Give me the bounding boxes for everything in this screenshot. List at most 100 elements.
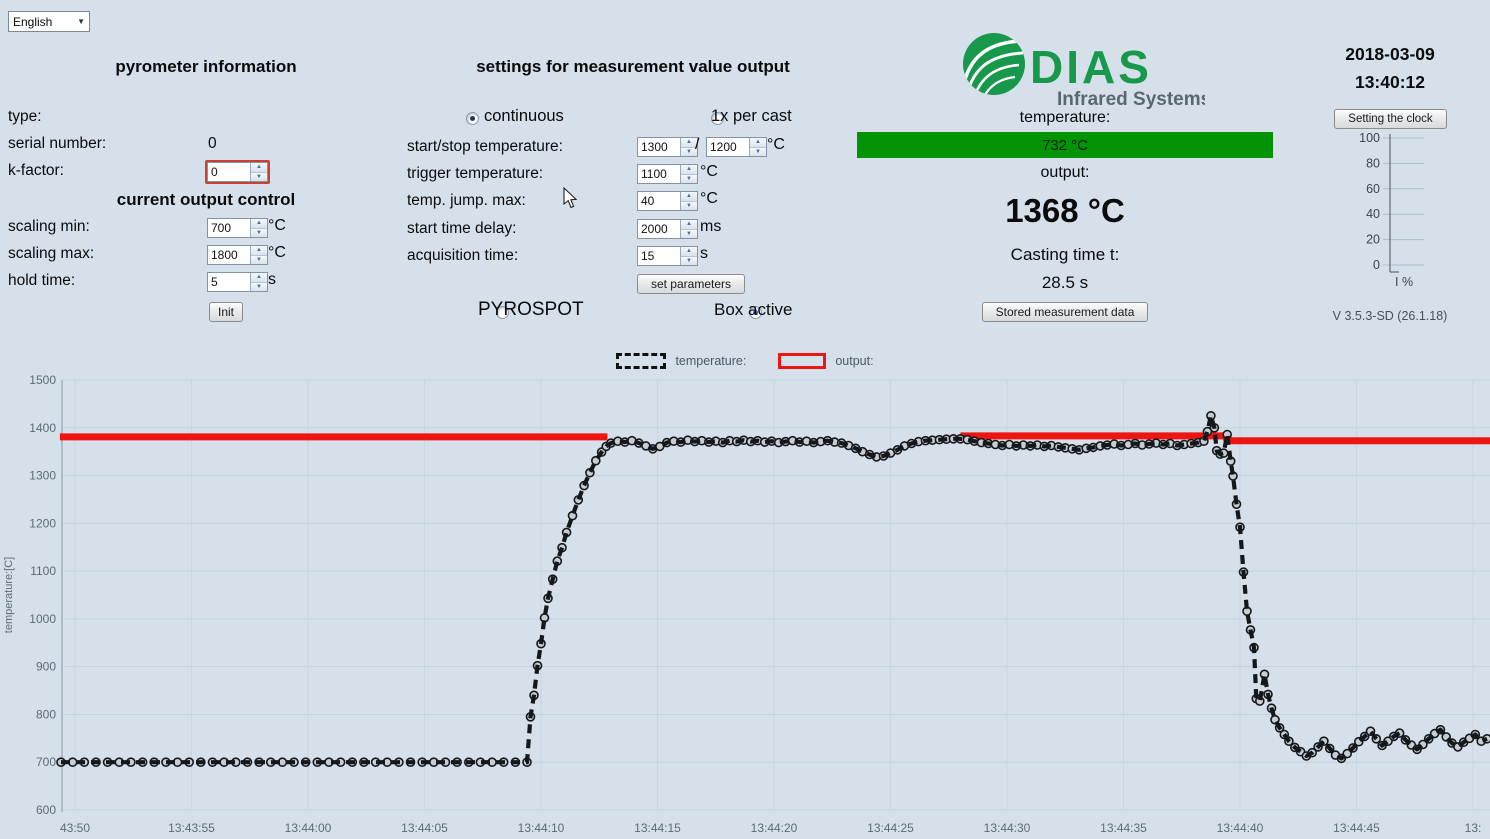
scaling-min-input[interactable] (208, 219, 250, 237)
spin-down-icon[interactable] (251, 228, 267, 237)
trigger-temp-unit: °C (700, 163, 718, 180)
start-stop-separator: / (695, 136, 700, 153)
scaling-max-stepper (207, 245, 268, 265)
set-parameters-button[interactable]: set parameters (637, 274, 745, 294)
k-factor-label: k-factor: (8, 162, 64, 179)
temperature-label: temperature: (1019, 109, 1111, 126)
once-per-cast-radio-label[interactable]: 1x per cast (711, 107, 792, 125)
acquisition-time-input[interactable] (638, 247, 680, 265)
x-tick-label: 13:44:35 (1100, 821, 1147, 835)
y-tick-label: 1200 (29, 516, 56, 530)
stop-temp-stepper (706, 137, 767, 157)
x-tick-label: 13:44:10 (518, 821, 565, 835)
x-tick-label: 43:50 (60, 821, 90, 835)
continuous-radio-label[interactable]: continuous (484, 107, 564, 125)
start-stop-temp-label: start/stop temperature: (407, 138, 563, 155)
x-tick-label: 13:44:00 (285, 821, 332, 835)
start-delay-unit: ms (700, 218, 722, 235)
y-axis-title: temperature:[C] (3, 557, 15, 633)
box-active-radio[interactable] (749, 306, 763, 319)
y-tick-label: 1400 (29, 421, 56, 435)
start-temp-input[interactable] (638, 138, 680, 156)
measurement-chart: 1500 1400 1300 1200 1100 1000 900 800 700 600 43:5… (3, 373, 1490, 835)
trigger-temp-input[interactable] (638, 165, 680, 183)
scaling-max-input[interactable] (208, 246, 250, 264)
once-per-cast-radio[interactable] (711, 112, 725, 125)
gauge-tick-label: 80 (1366, 156, 1380, 170)
pyrospot-radio-label[interactable]: PYROSPOT (478, 299, 584, 320)
logo-text: DIAS (1030, 41, 1152, 93)
pyrospot-radio[interactable] (495, 306, 509, 319)
x-tick-label: 13:44:25 (867, 821, 914, 835)
spin-down-icon[interactable] (681, 229, 697, 238)
scaling-min-label: scaling min: (8, 218, 90, 235)
spin-up-icon[interactable] (251, 273, 267, 283)
spin-up-icon[interactable] (681, 220, 697, 230)
continuous-radio[interactable] (466, 112, 479, 125)
spin-up-icon[interactable] (681, 247, 697, 257)
hold-time-unit: s (268, 271, 276, 288)
stop-temp-input[interactable] (707, 138, 749, 156)
settings-title: settings for measurement value output (476, 57, 790, 76)
scaling-min-unit: °C (268, 217, 286, 234)
y-tick-label: 600 (36, 803, 56, 817)
hold-time-stepper (207, 272, 268, 292)
language-select-value: English (13, 14, 53, 29)
gauge-tick-label: 0 (1373, 258, 1380, 272)
spin-down-icon[interactable] (681, 147, 697, 156)
x-tick-label: 13:44:30 (984, 821, 1031, 835)
acquisition-time-unit: s (700, 245, 708, 262)
output-legend-swatch (778, 353, 827, 369)
temperature-value-bar: 732 °C (857, 132, 1273, 158)
current-percent-gauge: 100 80 60 40 20 0 I % (1359, 131, 1424, 289)
spin-down-icon[interactable] (251, 172, 267, 181)
spin-down-icon[interactable] (251, 282, 267, 291)
x-tick-label: 13:44:20 (751, 821, 798, 835)
date-time-display: 2018-03-09 13:40:12 (1310, 40, 1470, 96)
y-tick-label: 1500 (29, 373, 56, 387)
spin-up-icon[interactable] (681, 165, 697, 175)
init-button[interactable]: Init (209, 302, 244, 322)
dias-logo: DIAS Infrared Systems (963, 33, 1205, 110)
gauge-tick-label: 20 (1366, 233, 1380, 247)
k-factor-field-highlight (205, 160, 270, 184)
spin-up-icon[interactable] (251, 163, 267, 173)
x-tick-label: 13:44:40 (1217, 821, 1264, 835)
spin-down-icon[interactable] (681, 174, 697, 183)
start-delay-input[interactable] (638, 220, 680, 238)
acquisition-time-label: acquisition time: (407, 247, 519, 264)
temp-jump-stepper (637, 191, 698, 211)
spin-up-icon[interactable] (251, 219, 267, 229)
logo-circle (963, 33, 1025, 95)
k-factor-stepper (207, 162, 268, 182)
temp-jump-input[interactable] (638, 192, 680, 210)
temperature-series-line (61, 413, 1488, 765)
acquisition-time-stepper (637, 246, 698, 266)
x-tick-label: 13:44:45 (1333, 821, 1380, 835)
chart-legend: temperature: output: (0, 353, 1490, 369)
hold-time-input[interactable] (208, 273, 250, 291)
temp-jump-unit: °C (700, 190, 718, 207)
spin-down-icon[interactable] (681, 256, 697, 265)
setting-the-clock-button[interactable]: Setting the clock (1334, 109, 1447, 129)
stored-measurement-data-button[interactable]: Stored measurement data (982, 302, 1148, 322)
version-text: V 3.5.3-SD (26.1.18) (1332, 309, 1448, 323)
spin-down-icon[interactable] (251, 255, 267, 264)
date-value: 2018-03-09 (1345, 44, 1435, 64)
type-label: type: (8, 108, 42, 125)
logo-subtext: Infrared Systems (1057, 89, 1205, 110)
spin-up-icon[interactable] (681, 192, 697, 202)
spin-up-icon[interactable] (750, 138, 766, 148)
spin-up-icon[interactable] (251, 246, 267, 256)
start-delay-label: start time delay: (407, 220, 517, 237)
y-tick-label: 700 (36, 755, 56, 769)
temperature-legend-label: temperature: (675, 354, 747, 368)
spin-down-icon[interactable] (750, 147, 766, 156)
language-select[interactable]: English ▼ (8, 11, 90, 32)
gauge-tick-label: 100 (1359, 131, 1380, 145)
casting-time-value: 28.5 s (1041, 273, 1089, 292)
box-active-radio-label[interactable]: Box active (714, 300, 793, 319)
spin-down-icon[interactable] (681, 201, 697, 210)
k-factor-input[interactable] (208, 163, 250, 181)
